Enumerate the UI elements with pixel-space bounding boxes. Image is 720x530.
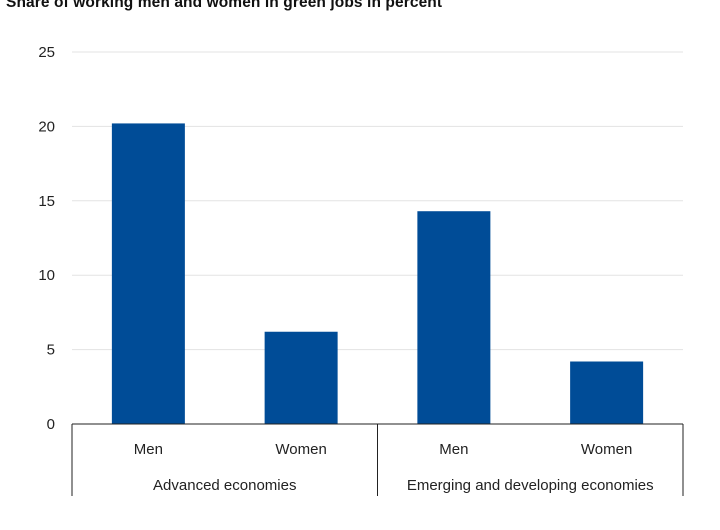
y-tick-label: 25 — [38, 44, 55, 61]
group-label: Emerging and developing economies — [407, 477, 654, 494]
bar-men — [417, 211, 491, 424]
bar-men — [111, 123, 185, 424]
category-label: Men — [439, 441, 468, 458]
bar-women — [264, 331, 338, 424]
bar-women — [570, 361, 644, 424]
y-tick-label: 10 — [38, 267, 55, 284]
bars — [111, 123, 644, 424]
category-label: Men — [134, 441, 163, 458]
category-label: Women — [275, 441, 326, 458]
group-label: Advanced economies — [153, 477, 296, 494]
x-axis-labels: Men Women Advanced economies Men Women Emergi… — [134, 441, 654, 494]
y-tick-label: 20 — [38, 118, 55, 135]
chart-title: Share of working men and women in green … — [6, 0, 443, 11]
category-label: Women — [581, 441, 632, 458]
y-tick-label: 0 — [47, 416, 55, 433]
y-tick-label: 5 — [47, 342, 55, 359]
y-tick-label: 15 — [38, 193, 55, 210]
x-axis — [71, 423, 684, 496]
y-axis-ticks: 0 5 10 15 20 25 — [38, 44, 55, 433]
